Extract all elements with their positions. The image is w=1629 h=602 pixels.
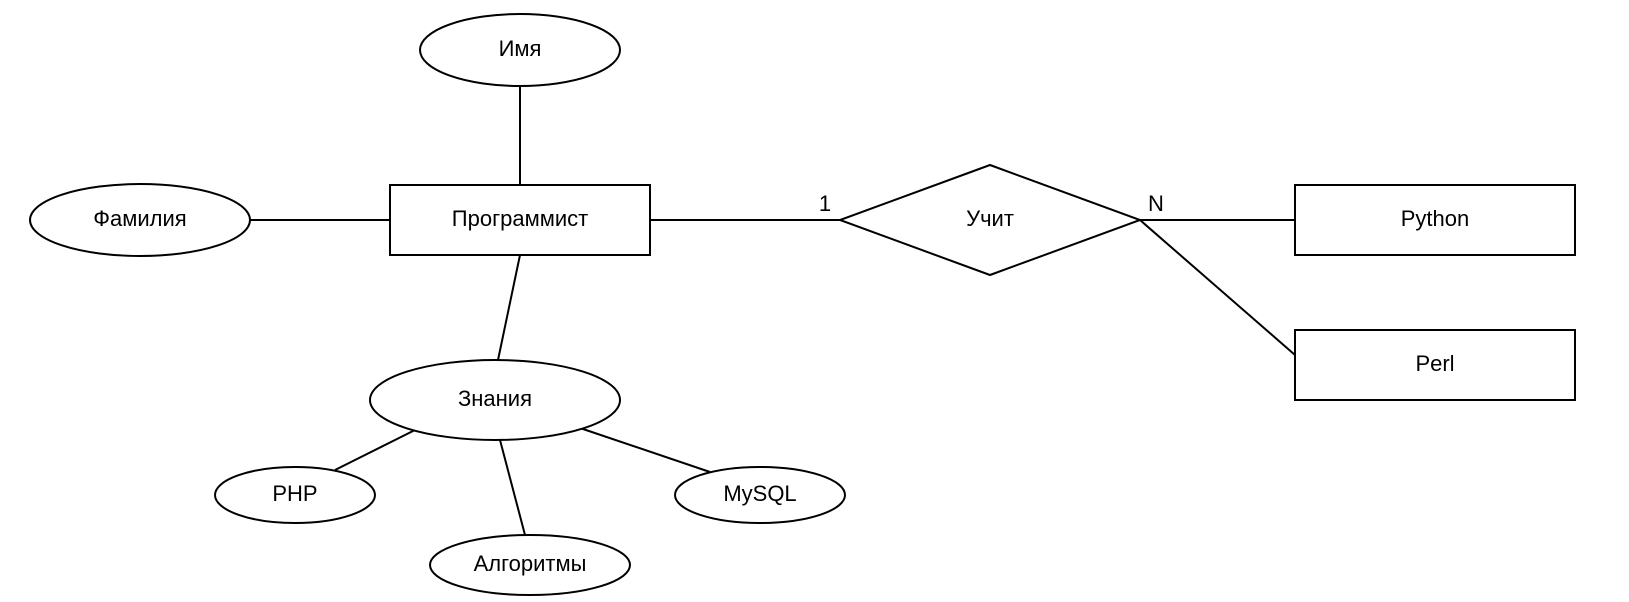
- cardinality-label-1: N: [1148, 191, 1164, 216]
- node-python: Python: [1295, 185, 1575, 255]
- attribute-label-surname: Фамилия: [93, 206, 186, 231]
- entity-label-programmer: Программист: [452, 206, 588, 231]
- relationship-label-learns: Учит: [966, 206, 1014, 231]
- node-name: Имя: [420, 14, 620, 86]
- node-algorithms: Алгоритмы: [430, 535, 630, 595]
- cardinality-label-0: 1: [819, 191, 831, 216]
- attribute-label-name: Имя: [499, 36, 542, 61]
- node-php: PHP: [215, 467, 375, 523]
- attribute-label-algorithms: Алгоритмы: [474, 551, 587, 576]
- entity-label-python: Python: [1401, 206, 1470, 231]
- node-mysql: MySQL: [675, 467, 845, 523]
- attribute-label-knowledge: Знания: [458, 386, 532, 411]
- node-programmer: Программист: [390, 185, 650, 255]
- attribute-label-mysql: MySQL: [723, 481, 796, 506]
- node-knowledge: Знания: [370, 360, 620, 440]
- er-diagram: Программист Имя Фамилия Знания PHP Алгоритмы M…: [0, 0, 1629, 602]
- entity-label-perl: Perl: [1415, 351, 1454, 376]
- attribute-label-php: PHP: [272, 481, 317, 506]
- node-perl: Perl: [1295, 330, 1575, 400]
- node-surname: Фамилия: [30, 184, 250, 256]
